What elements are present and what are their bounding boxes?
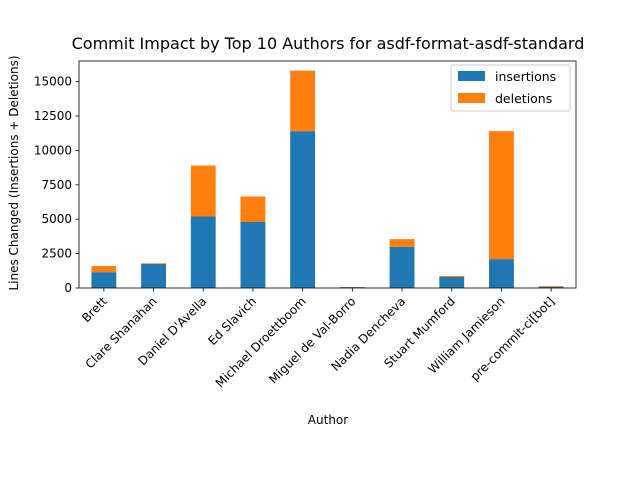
- bar-deletions-7: [439, 276, 465, 277]
- y-axis-label: Lines Changed (Insertions + Deletions): [7, 55, 21, 290]
- bar-insertions-6: [389, 246, 415, 288]
- bar-insertions-5: [339, 287, 365, 288]
- bar-insertions-3: [240, 221, 266, 288]
- y-tick-label-4: 10000: [34, 143, 72, 157]
- y-tick-label-3: 7500: [41, 178, 72, 192]
- bar-insertions-7: [439, 276, 465, 288]
- bar-deletions-4: [290, 70, 316, 132]
- chart-title: Commit Impact by Top 10 Authors for asdf…: [72, 34, 585, 53]
- legend-swatch-deletions: [458, 93, 485, 103]
- x-tick-label-5: Miguel de Val-Borro: [266, 294, 358, 386]
- legend-label-insertions: insertions: [495, 69, 556, 84]
- legend-swatch-insertions: [458, 71, 485, 81]
- legend-label-deletions: deletions: [495, 91, 552, 106]
- bar-deletions-6: [389, 239, 415, 247]
- y-tick-label-6: 15000: [34, 75, 72, 89]
- bar-deletions-0: [91, 265, 117, 273]
- bar-deletions-2: [190, 165, 216, 217]
- bar-deletions-1: [141, 263, 166, 264]
- bar-insertions-0: [91, 272, 117, 288]
- bar-insertions-8: [489, 259, 514, 288]
- y-tick-label-0: 0: [64, 281, 72, 295]
- x-tick-label-3: Ed Slavich: [205, 294, 259, 348]
- x-tick-label-4: Michael Droettboom: [213, 294, 309, 390]
- axes-frame: [78, 60, 577, 289]
- x-tick-label-9: pre-commit-ci[bot]: [468, 294, 558, 384]
- bar-insertions-4: [290, 131, 316, 288]
- y-tick-label-5: 12500: [34, 109, 72, 123]
- bar-insertions-9: [538, 286, 564, 288]
- bar-deletions-3: [240, 196, 266, 222]
- y-tick-label-1: 2500: [41, 247, 72, 261]
- bar-deletions-8: [489, 131, 514, 260]
- bar-insertions-2: [190, 216, 216, 288]
- bar-insertions-1: [141, 263, 166, 288]
- bar-deletions-9: [538, 286, 564, 287]
- x-tick-label-0: Brett: [79, 294, 110, 325]
- x-axis-label: Author: [308, 413, 348, 427]
- y-tick-label-2: 5000: [41, 212, 72, 226]
- legend: insertions deletions: [450, 64, 571, 112]
